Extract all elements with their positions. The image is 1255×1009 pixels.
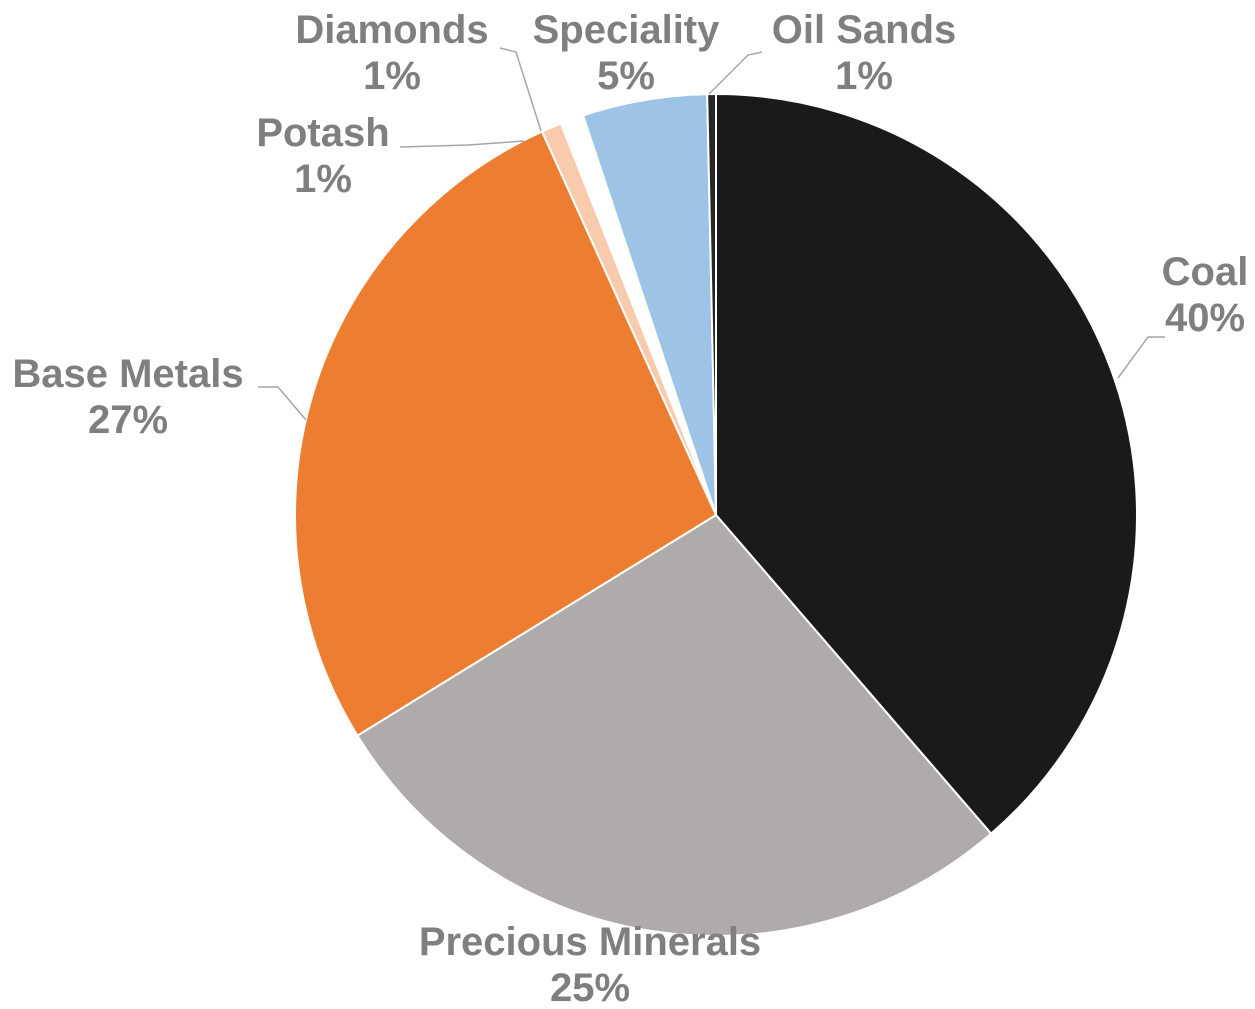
data-label-speciality: Speciality 5% [533, 8, 721, 98]
data-label-oil-sands: Oil Sands 1% [772, 8, 957, 98]
data-label-percent: 40% [1165, 296, 1245, 340]
data-label-percent: 27% [88, 398, 168, 442]
data-label-category: Diamonds [295, 8, 488, 52]
data-label-potash: Potash 1% [256, 111, 389, 201]
data-label-base-metals: Base Metals 27% [12, 352, 243, 442]
data-label-precious-minerals: Precious Minerals 25% [419, 920, 761, 1009]
data-label-percent: 5% [597, 54, 655, 98]
leader-line-potash [399, 140, 525, 148]
data-label-category: Potash [256, 111, 389, 155]
data-label-percent: 1% [835, 54, 893, 98]
leader-line-base-metals [258, 386, 307, 421]
data-label-diamonds: Diamonds 1% [295, 8, 488, 98]
leader-line-coal [1117, 336, 1165, 379]
leader-line-oil-sands [708, 51, 763, 95]
data-label-coal: Coal 40% [1162, 250, 1249, 340]
data-label-category: Coal [1162, 250, 1249, 294]
pie-slices [294, 92, 1138, 937]
pie-slice-precious-minerals [356, 513, 993, 937]
data-label-category: Precious Minerals [419, 920, 761, 964]
pie-slice-base-metals [294, 130, 718, 737]
data-label-percent: 1% [294, 157, 352, 201]
data-label-category: Speciality [533, 8, 721, 52]
data-label-category: Base Metals [12, 352, 243, 396]
data-label-percent: 1% [363, 54, 421, 98]
data-label-category: Oil Sands [772, 8, 957, 52]
leader-lines [258, 47, 1165, 421]
leader-line-diamonds [499, 47, 542, 132]
data-label-percent: 25% [550, 966, 630, 1009]
data-labels: Coal 40% Precious Minerals 25% Base Metals 27… [12, 8, 1248, 1009]
pie-slice-oil-sands [706, 92, 717, 516]
pie-slice-coal [715, 92, 1138, 836]
